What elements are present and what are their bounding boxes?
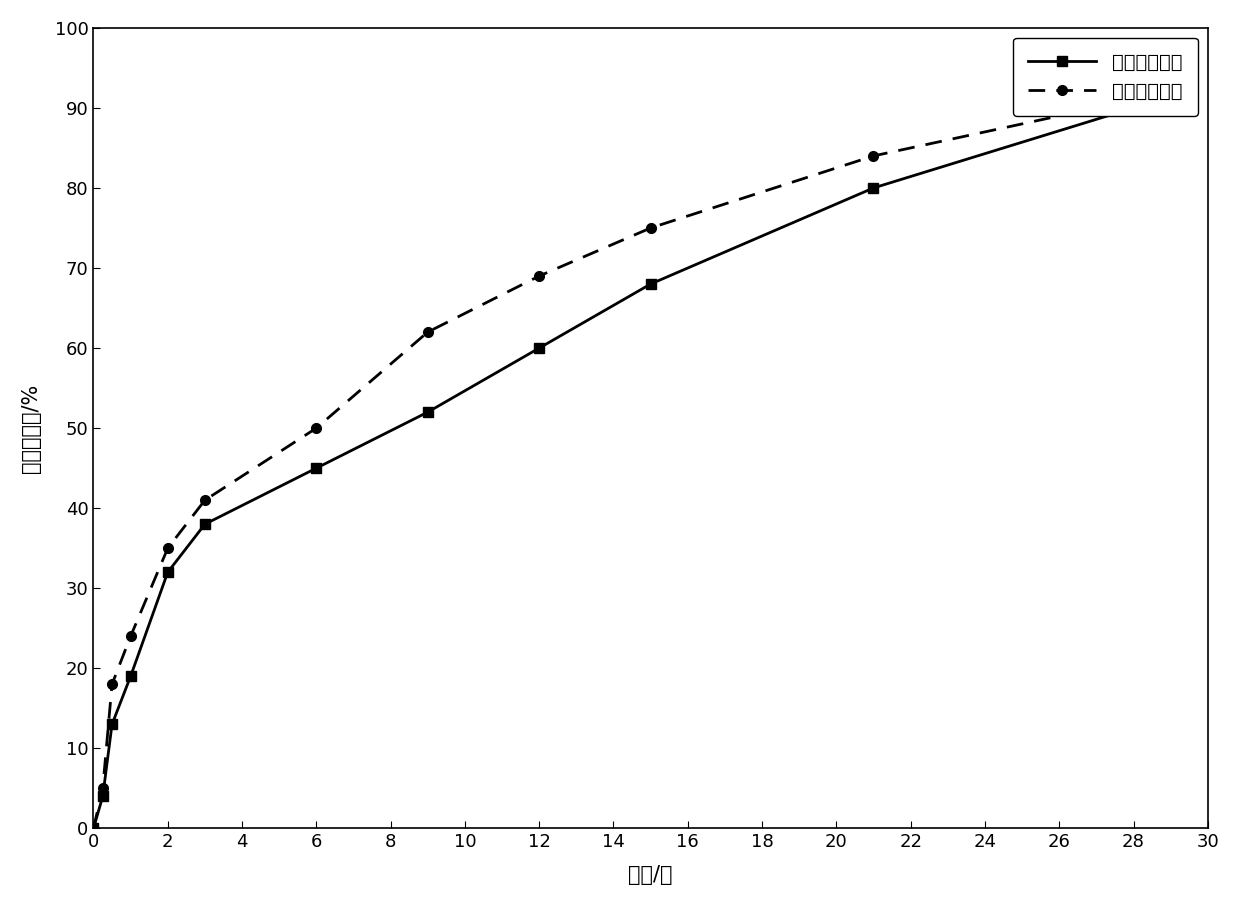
实心明胶微球 <box>86 823 100 834</box>
实心明胶微球 <box>309 463 324 474</box>
实心明胶微球 <box>1126 102 1141 113</box>
空心明胶微球 <box>95 783 110 794</box>
空心明胶微球 <box>532 271 547 282</box>
空心明胶微球 <box>309 423 324 434</box>
空心明胶微球 <box>123 631 138 641</box>
实心明胶微球 <box>532 342 547 353</box>
空心明胶微球 <box>197 495 212 506</box>
Legend: 实心明胶微球, 空心明胶微球: 实心明胶微球, 空心明胶微球 <box>1013 37 1198 116</box>
空心明胶微球 <box>86 823 100 834</box>
空心明胶微球 <box>160 543 175 554</box>
X-axis label: 时间/天: 时间/天 <box>629 865 673 885</box>
实心明胶微球 <box>123 670 138 681</box>
实心明胶微球 <box>197 519 212 530</box>
空心明胶微球 <box>644 223 658 234</box>
实心明胶微球 <box>95 791 110 802</box>
空心明胶微球 <box>1126 94 1141 105</box>
空心明胶微球 <box>420 327 435 338</box>
空心明胶微球 <box>866 150 880 161</box>
Line: 空心明胶微球: 空心明胶微球 <box>88 95 1138 834</box>
实心明胶微球 <box>104 718 119 729</box>
实心明胶微球 <box>160 567 175 578</box>
实心明胶微球 <box>420 407 435 418</box>
空心明胶微球 <box>104 679 119 689</box>
实心明胶微球 <box>866 182 880 193</box>
Line: 实心明胶微球: 实心明胶微球 <box>88 103 1138 834</box>
实心明胶微球 <box>644 278 658 289</box>
Y-axis label: 累积释放率/%: 累积释放率/% <box>21 383 41 473</box>
